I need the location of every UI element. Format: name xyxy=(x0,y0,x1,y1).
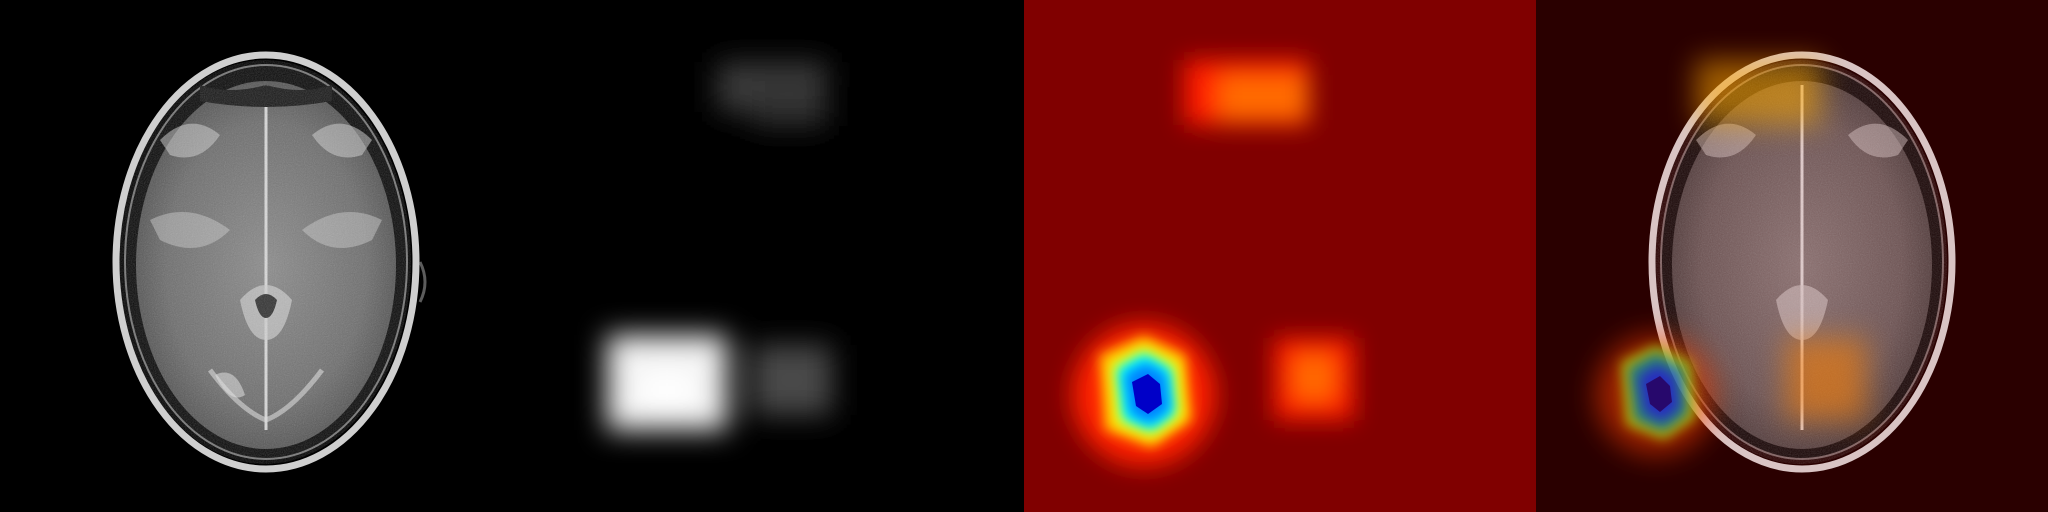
overlay-peak xyxy=(1621,345,1696,440)
saliency-jet-panel xyxy=(1024,0,1536,512)
mri-slice-panel xyxy=(0,0,512,512)
overlay-panel xyxy=(1536,0,2048,512)
peak-region xyxy=(1099,335,1192,448)
overlay-image xyxy=(1536,0,2048,512)
mri-slice-image xyxy=(0,0,512,512)
saliency-grayscale-image xyxy=(512,0,1024,512)
activation-blobs xyxy=(607,62,832,430)
saliency-jet-image xyxy=(1024,0,1536,512)
brain-structures xyxy=(119,60,411,464)
saliency-grayscale-panel xyxy=(512,0,1024,512)
